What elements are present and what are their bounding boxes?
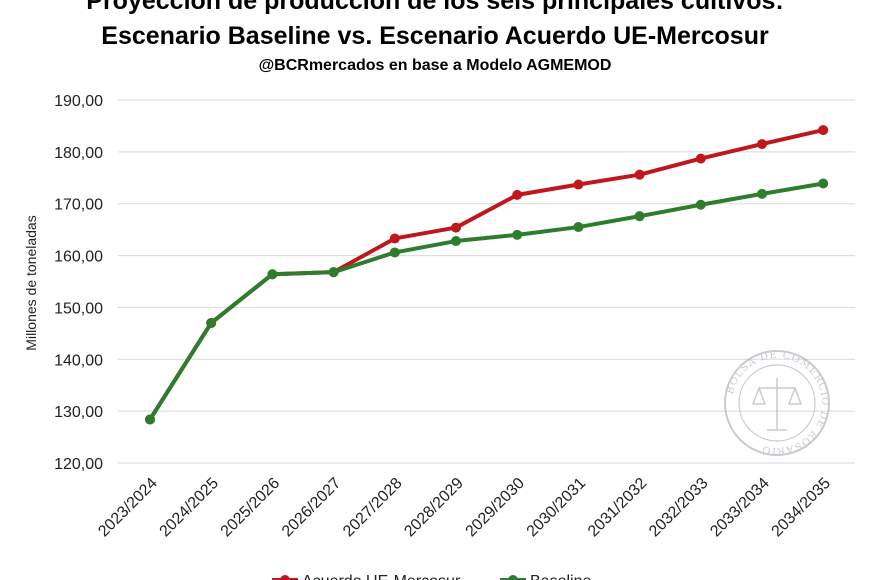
y-tick-label: 190,00 <box>54 93 103 110</box>
y-tick-label: 150,00 <box>54 300 103 317</box>
legend-item-baseline: Baseline <box>500 573 591 580</box>
data-point <box>695 153 706 164</box>
y-tick-label: 140,00 <box>54 352 103 369</box>
data-point <box>512 189 523 200</box>
bcr-seal-logo: BOLSA DE COMERCIO DE ROSARIO <box>724 350 830 456</box>
legend-label: Acuerdo UE-Mercosur <box>302 573 461 580</box>
series-layer <box>145 125 829 425</box>
y-tick-label: 170,00 <box>54 197 103 214</box>
x-tick-label: 2025/2026 <box>218 475 284 541</box>
series-line <box>148 181 824 421</box>
data-point <box>757 188 767 199</box>
series-line <box>148 128 824 421</box>
data-point <box>328 267 339 278</box>
series-baseline <box>145 178 829 425</box>
data-point <box>451 236 461 247</box>
x-tick-label: 2029/2030 <box>463 475 529 541</box>
data-point <box>818 178 829 189</box>
gridlines <box>118 99 855 464</box>
y-tick-label: 120,00 <box>54 456 103 473</box>
data-point <box>818 125 829 136</box>
x-tick-label: 2034/2035 <box>769 475 835 541</box>
data-point <box>695 199 706 210</box>
scales-of-justice-icon <box>751 378 803 431</box>
data-point <box>573 179 584 190</box>
data-point <box>267 269 278 280</box>
y-axis-ticks: 120,00 130,00 140,00 150,00 160,00 170,00 180,… <box>54 93 103 473</box>
data-point <box>757 139 767 150</box>
data-point <box>389 233 400 244</box>
data-point <box>634 169 645 180</box>
data-point <box>573 222 584 233</box>
y-tick-label: 180,00 <box>54 145 103 162</box>
y-tick-label: 160,00 <box>54 249 103 266</box>
x-axis-ticks: 2023/20242024/20252025/20262026/20272027… <box>95 475 834 541</box>
x-tick-label: 2030/2031 <box>524 475 590 541</box>
x-tick-label: 2024/2025 <box>157 475 223 541</box>
data-point <box>389 247 400 258</box>
series-acuerdo <box>145 125 829 425</box>
data-point <box>206 317 217 328</box>
legend-marker <box>280 575 290 580</box>
x-tick-label: 2027/2028 <box>340 475 406 541</box>
x-tick-label: 2032/2033 <box>646 475 712 541</box>
chart-subtitle: Escenario Baseline vs. Escenario Acuerdo… <box>101 22 769 50</box>
data-point <box>145 414 155 425</box>
legend: Acuerdo UE-Mercosur Baseline <box>272 573 591 580</box>
x-tick-label: 2026/2027 <box>279 475 345 541</box>
y-tick-label: 130,00 <box>54 404 103 421</box>
data-point <box>512 229 523 240</box>
chart-source: @BCRmercados en base a Modelo AGMEMOD <box>258 57 612 74</box>
legend-item-acuerdo: Acuerdo UE-Mercosur <box>272 573 461 580</box>
x-tick-label: 2023/2024 <box>95 475 161 541</box>
legend-label: Baseline <box>530 573 591 580</box>
x-tick-label: 2028/2029 <box>401 475 467 541</box>
data-point <box>634 211 645 222</box>
data-point <box>451 222 461 233</box>
x-tick-label: 2033/2034 <box>707 475 773 541</box>
x-tick-label: 2031/2032 <box>585 475 651 541</box>
y-axis-label: Millones de toneladas <box>23 215 39 350</box>
chart-title: Proyección de producción de los seis pri… <box>86 0 784 15</box>
legend-marker <box>508 575 518 580</box>
